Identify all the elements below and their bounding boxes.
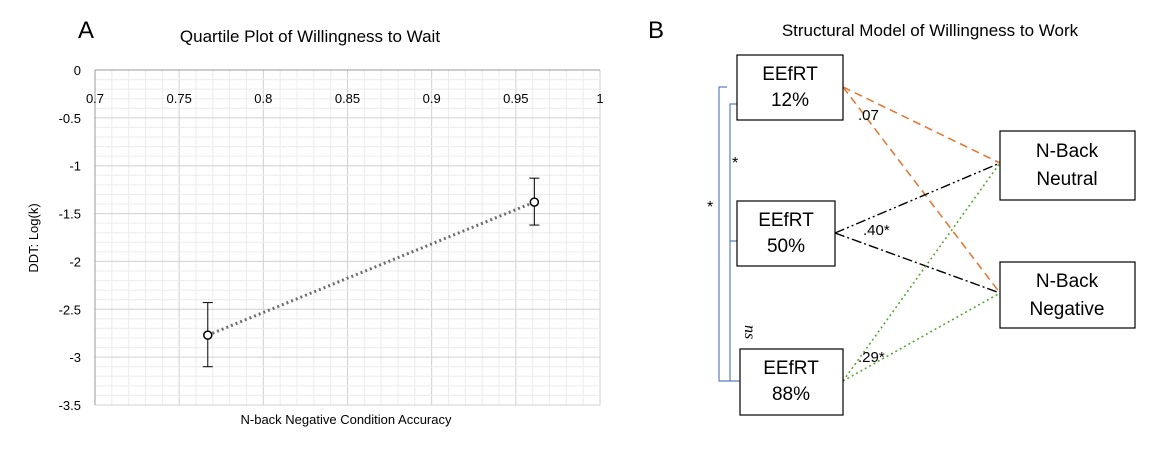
box-nback-negative-line1: N-Back: [1036, 271, 1099, 292]
box-eefrt-12: EEfRT 12%: [736, 54, 844, 121]
y-tick-label: -1: [69, 159, 81, 174]
path-88-negative: [842, 292, 1001, 382]
box-eefrt-88: EEfRT 88%: [739, 348, 844, 416]
box-eefrt-50-line1: EEfRT: [758, 210, 814, 231]
path-12-neutral: [842, 86, 1001, 164]
trendline: [207, 200, 535, 337]
x-tick-label: 0.7: [86, 91, 104, 106]
y-tick-label: -2.5: [59, 302, 81, 317]
sig-inner-top: *: [732, 155, 738, 172]
path-50-neutral: [834, 162, 1001, 234]
box-eefrt-88-line1: EEfRT: [763, 358, 819, 379]
coef-88: .29*: [858, 349, 885, 366]
data-point-2: [529, 197, 540, 207]
y-tick-label: -1.5: [59, 207, 81, 222]
y-tick-label: -2: [69, 254, 81, 269]
box-nback-neutral-line2: Neutral: [1036, 169, 1097, 190]
x-tick-label: 0.75: [167, 91, 192, 106]
y-tick-label: -0.5: [59, 111, 81, 126]
x-tick-label: 0.95: [503, 91, 528, 106]
panel-b-letter: B: [648, 17, 664, 44]
chart-title: Quartile Plot of Willingness to Wait: [180, 27, 440, 46]
chart-axes: [94, 69, 600, 405]
box-eefrt-12-line1: EEfRT: [762, 64, 818, 85]
box-eefrt-12-line2: 12%: [771, 90, 809, 111]
x-tick-label: 0.85: [335, 91, 360, 106]
path-lines: [834, 86, 1001, 382]
path-50-negative: [834, 232, 1001, 294]
box-nback-negative-line2: Negative: [1030, 299, 1105, 320]
sig-inner-bottom: ns: [741, 325, 758, 339]
x-tick-label: 1: [596, 91, 603, 106]
x-axis-label: N-back Negative Condition Accuracy: [241, 412, 452, 427]
box-eefrt-50: EEfRT 50%: [736, 200, 836, 267]
chart-gridlines: [94, 69, 601, 406]
y-tick-label: 0: [74, 63, 81, 78]
sig-outer: *: [707, 199, 713, 216]
significance-brackets: [718, 86, 740, 382]
y-tick-label: -3: [69, 350, 81, 365]
coef-12: .07: [858, 107, 879, 124]
model-title: Structural Model of Willingness to Work: [782, 21, 1079, 40]
inner-bracket-top: [729, 103, 740, 242]
chart-series: [202, 177, 540, 368]
y-tick-label: -3.5: [59, 398, 81, 413]
box-eefrt-88-line2: 88%: [772, 384, 810, 405]
box-nback-neutral: N-Back Neutral: [999, 130, 1136, 201]
x-tick-label: 0.8: [254, 91, 272, 106]
x-tick-labels: 0.7 0.75 0.8 0.85 0.9 0.95 1: [86, 91, 604, 106]
box-nback-negative: N-Back Negative: [999, 261, 1136, 329]
x-tick-label: 0.9: [423, 91, 441, 106]
y-axis-label: DDT: Log(k): [26, 203, 41, 272]
data-point-1: [203, 330, 213, 340]
box-eefrt-50-line2: 50%: [767, 236, 805, 257]
y-tick-labels: 0 -0.5 -1 -1.5 -2 -2.5 -3 -3.5: [59, 63, 81, 413]
path-12-negative: [842, 86, 1001, 294]
coef-50: .40*: [863, 222, 890, 239]
box-nback-neutral-line1: N-Back: [1036, 141, 1099, 162]
panel-a-letter: A: [78, 17, 94, 44]
